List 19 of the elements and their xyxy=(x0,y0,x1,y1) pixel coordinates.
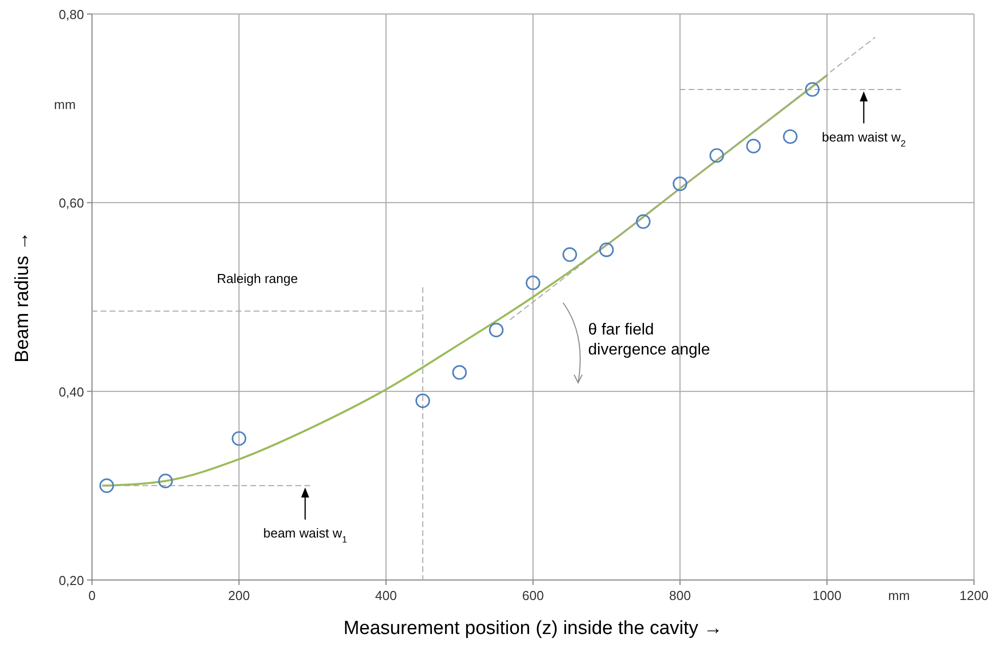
x-tick-label: 800 xyxy=(669,588,691,603)
x-tick-label: 1000 xyxy=(812,588,842,603)
y-tick-label: 0,80 xyxy=(58,7,84,22)
y-axis-title: Beam radius → xyxy=(12,232,33,362)
annotation: beam waist w$_{2}$ xyxy=(822,129,906,148)
annotation: θ far field divergence angle xyxy=(588,322,710,359)
x-tick-label: 1200 xyxy=(960,588,988,603)
y-tick-label: 0,20 xyxy=(58,573,84,588)
x-axis-title: Measurement position (z) inside the cavity → xyxy=(343,618,723,639)
x-tick-label: 0 xyxy=(88,588,96,603)
annotation: beam waist w$_{1}$ xyxy=(263,526,348,545)
annotation: Raleigh range xyxy=(216,270,298,286)
y-tick-label: 0,40 xyxy=(58,384,84,400)
text: mm xyxy=(54,97,76,112)
x-tick-label: 200 xyxy=(228,588,250,603)
y-tick-label: 0,60 xyxy=(58,196,84,211)
x-tick-label: 600 xyxy=(522,588,544,603)
text: mm xyxy=(888,588,910,603)
x-tick-label: 400 xyxy=(375,588,397,603)
